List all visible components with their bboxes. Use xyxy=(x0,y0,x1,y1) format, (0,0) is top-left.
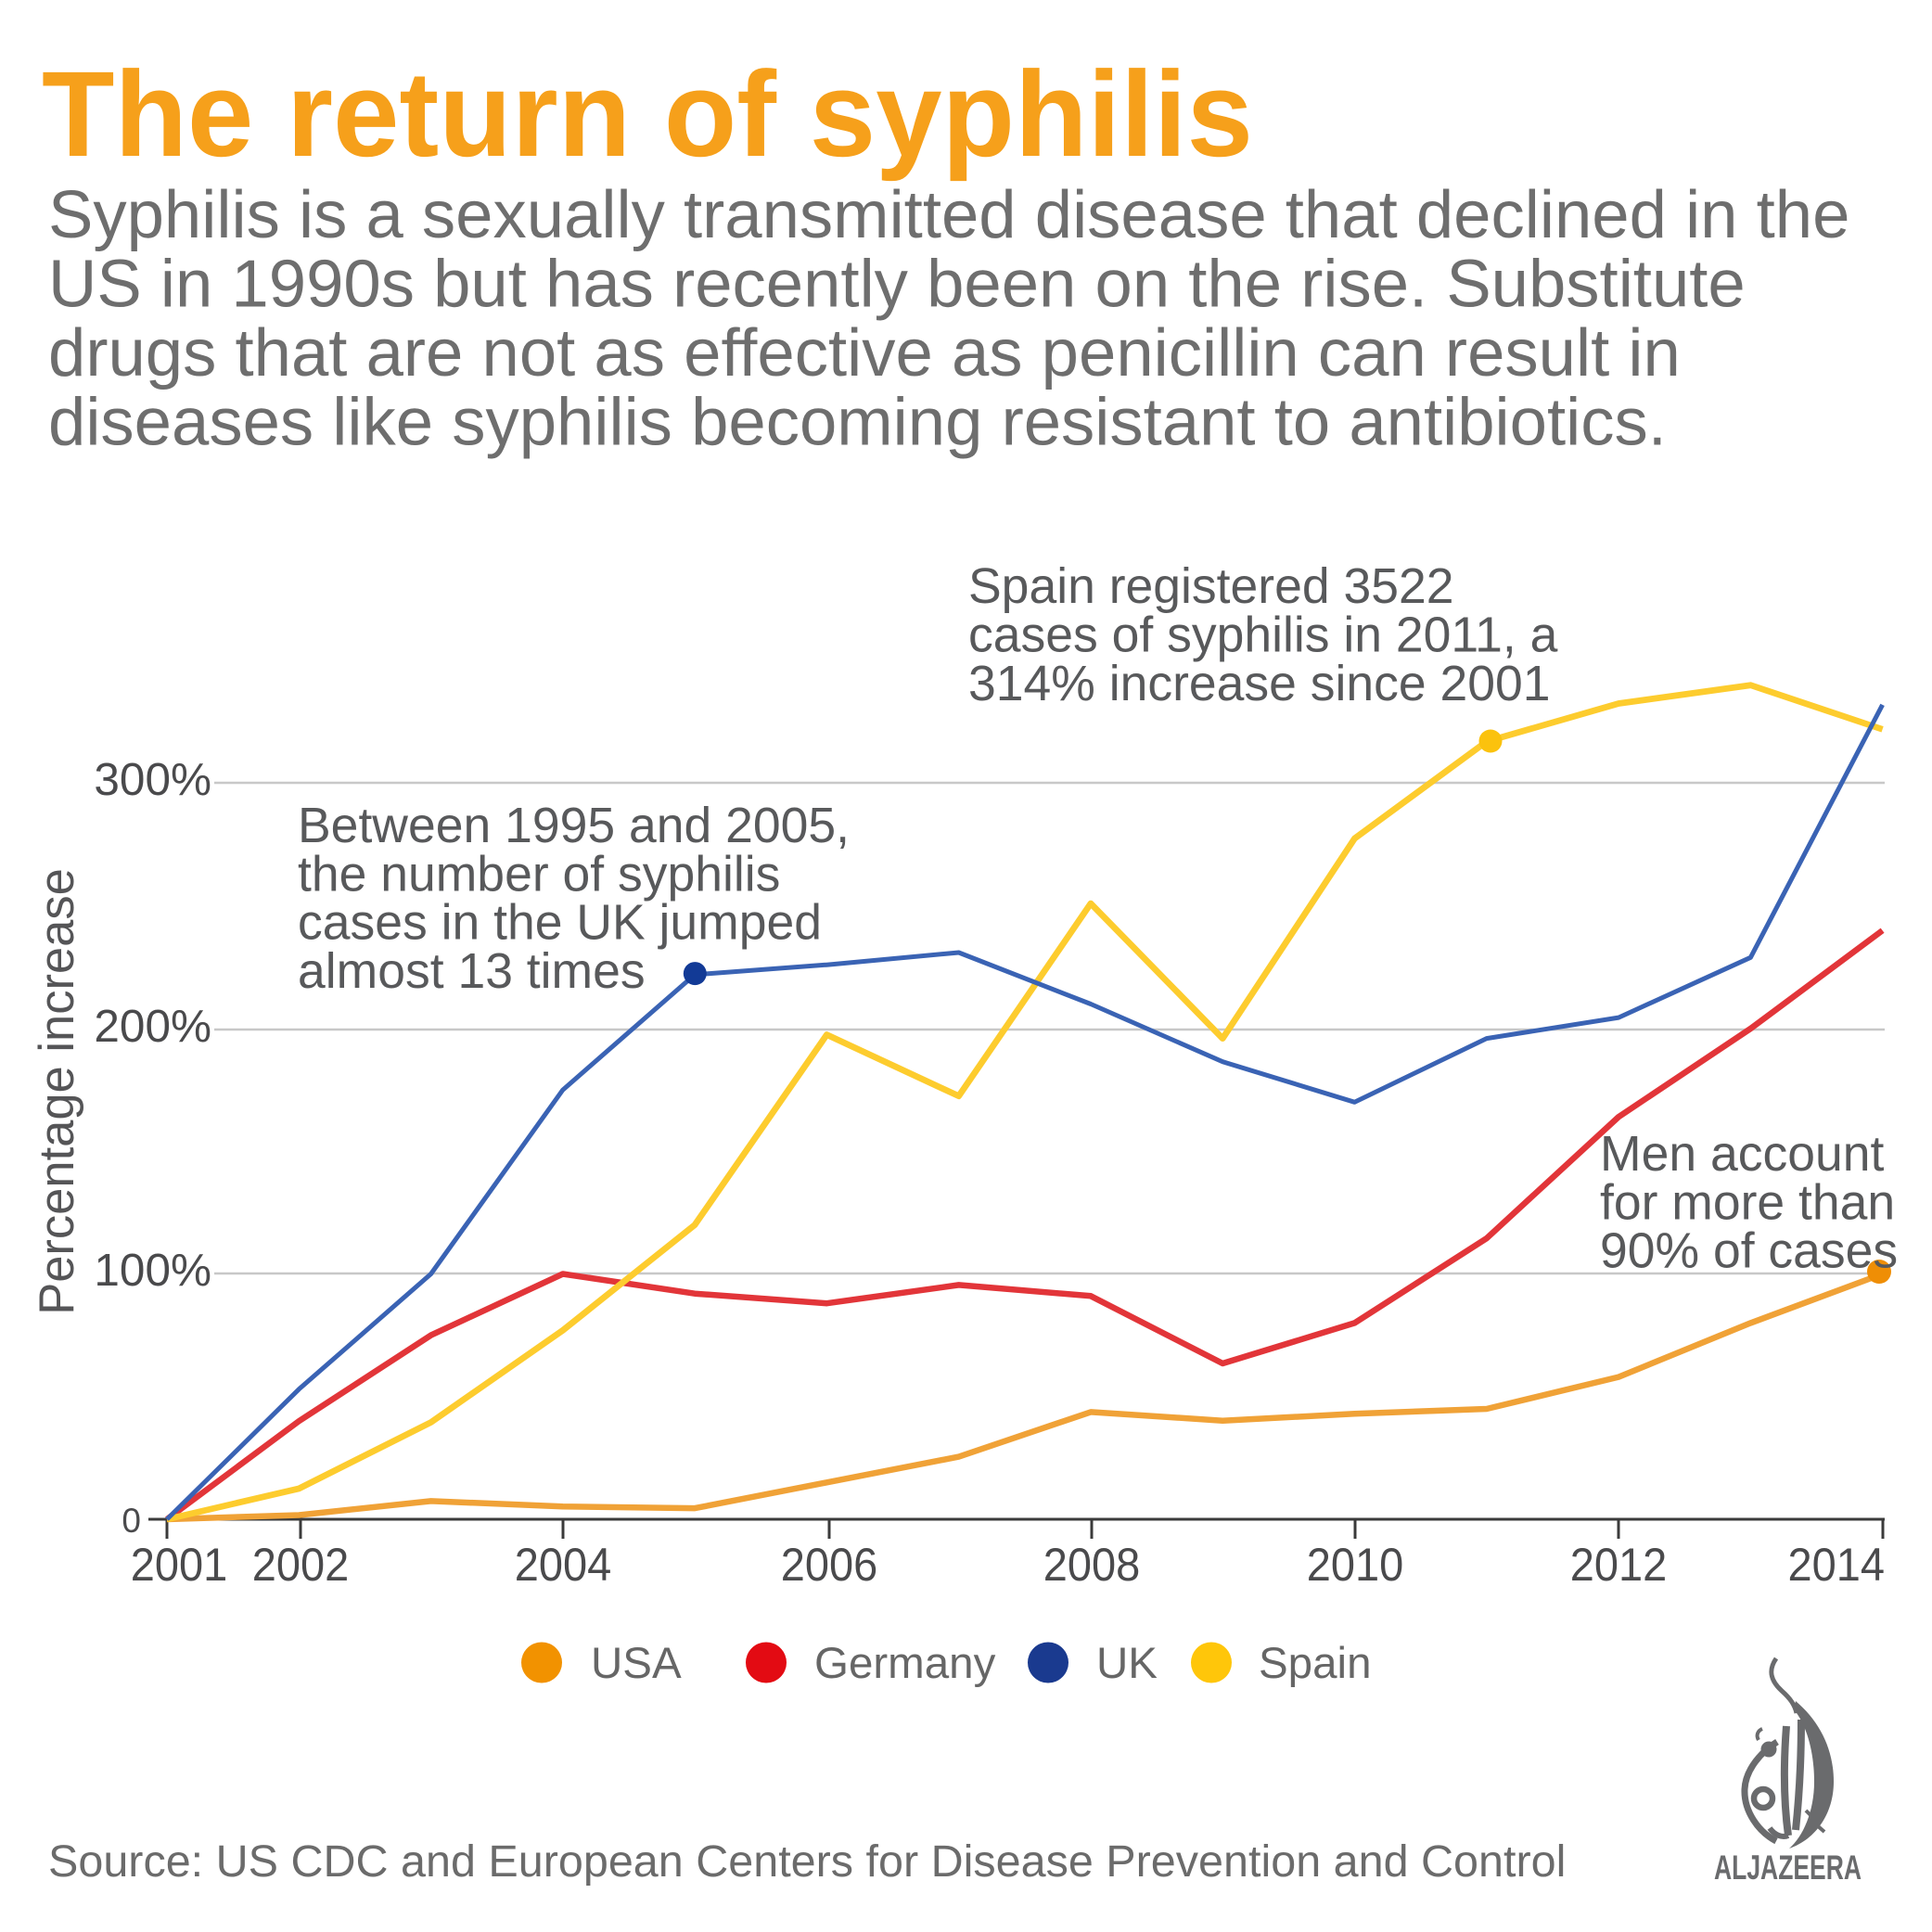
svg-text:UK: UK xyxy=(1096,1639,1158,1688)
svg-text:drugs that are not as effectiv: drugs that are not as effective as penic… xyxy=(48,315,1681,390)
svg-text:Percentage increase: Percentage increase xyxy=(30,868,84,1315)
svg-text:2001: 2001 xyxy=(131,1539,228,1591)
svg-text:cases of syphilis in 2011, a: cases of syphilis in 2011, a xyxy=(968,608,1558,662)
svg-text:Men account: Men account xyxy=(1600,1127,1884,1182)
svg-text:300%: 300% xyxy=(94,754,211,805)
svg-text:200%: 200% xyxy=(94,1001,211,1052)
svg-text:90% of cases: 90% of cases xyxy=(1600,1224,1898,1279)
svg-text:2002: 2002 xyxy=(252,1539,350,1591)
svg-text:for more than: for more than xyxy=(1600,1175,1895,1230)
svg-text:2006: 2006 xyxy=(781,1539,878,1591)
svg-text:2008: 2008 xyxy=(1043,1539,1141,1591)
svg-text:ALJAZEERA: ALJAZEERA xyxy=(1714,1849,1862,1887)
svg-text:Between 1995 and 2005,: Between 1995 and 2005, xyxy=(298,799,850,853)
svg-text:2004: 2004 xyxy=(515,1539,612,1591)
svg-text:US in 1990s but has recently b: US in 1990s but has recently been on the… xyxy=(48,247,1746,322)
svg-text:diseases like syphilis becomin: diseases like syphilis becoming resistan… xyxy=(48,385,1667,460)
svg-text:Spain: Spain xyxy=(1259,1639,1372,1688)
svg-text:Germany: Germany xyxy=(814,1639,996,1688)
svg-text:2012: 2012 xyxy=(1570,1539,1668,1591)
svg-text:cases in the UK jumped: cases in the UK jumped xyxy=(298,896,822,951)
svg-text:Spain registered 3522: Spain registered 3522 xyxy=(968,559,1453,614)
svg-text:Syphilis is a sexually transmi: Syphilis is a sexually transmitted disea… xyxy=(48,177,1849,252)
svg-text:2014: 2014 xyxy=(1788,1539,1886,1591)
svg-text:100%: 100% xyxy=(94,1245,211,1296)
svg-text:The return of syphilis: The return of syphilis xyxy=(42,45,1253,182)
svg-text:0: 0 xyxy=(122,1502,141,1540)
svg-text:USA: USA xyxy=(591,1639,682,1688)
svg-text:2010: 2010 xyxy=(1307,1539,1404,1591)
svg-text:Source: US CDC and European Ce: Source: US CDC and European Centers for … xyxy=(48,1836,1566,1887)
svg-text:the number of syphilis: the number of syphilis xyxy=(298,847,780,902)
svg-text:almost 13 times: almost 13 times xyxy=(298,944,646,999)
svg-text:314% increase since 2001: 314% increase since 2001 xyxy=(968,657,1551,711)
